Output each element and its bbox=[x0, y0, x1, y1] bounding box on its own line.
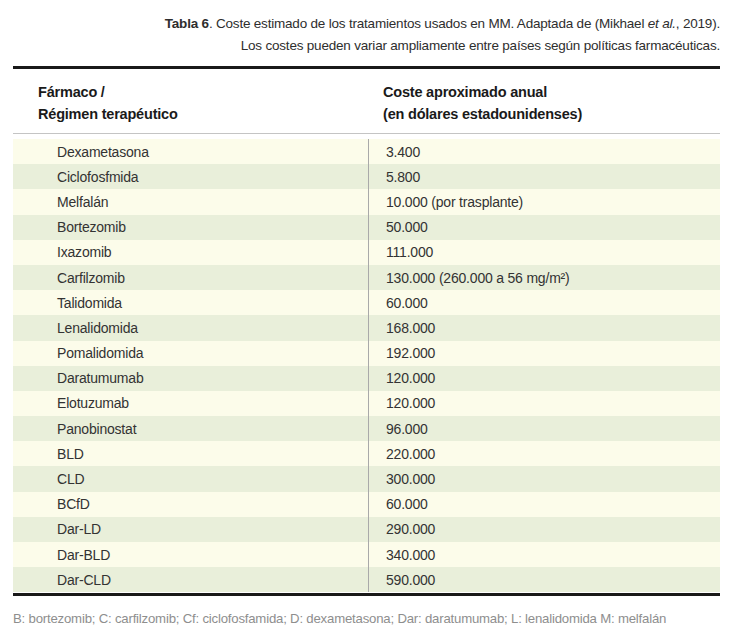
drug-cell: CLD bbox=[13, 471, 368, 487]
drug-cell: Daratumumab bbox=[13, 370, 368, 386]
drug-cell: Elotuzumab bbox=[13, 395, 368, 411]
cost-cell: 590.000 bbox=[368, 567, 720, 592]
table-bottom-rule bbox=[13, 593, 720, 596]
drug-cell: Dar-CLD bbox=[13, 572, 368, 588]
cost-cell: 340.000 bbox=[368, 542, 720, 567]
abbreviations-footnote: B: bortezomib; C: carfilzomib; Cf: ciclo… bbox=[13, 611, 720, 626]
document-page: Tabla 6. Coste estimado de los tratamien… bbox=[0, 0, 732, 642]
drug-cell: Dar-LD bbox=[13, 521, 368, 537]
table-header-row: Fármaco / Régimen terapéutico Coste apro… bbox=[13, 81, 720, 125]
table-row: Lenalidomida168.000 bbox=[13, 315, 720, 340]
drug-cell: Dexametasona bbox=[13, 144, 368, 160]
cost-cell: 3.400 bbox=[368, 139, 720, 164]
cost-cell: 300.000 bbox=[368, 466, 720, 491]
caption-et-al: et al. bbox=[648, 16, 676, 31]
drug-cell: Ixazomib bbox=[13, 244, 368, 260]
drug-cell: Bortezomib bbox=[13, 219, 368, 235]
table-top-rule bbox=[13, 66, 720, 69]
cost-cell: 130.000 (260.000 a 56 mg/m²) bbox=[368, 265, 720, 290]
table-row: Elotuzumab120.000 bbox=[13, 391, 720, 416]
table-row: Dar-LD290.000 bbox=[13, 517, 720, 542]
table-row: CLD300.000 bbox=[13, 466, 720, 491]
column-header-cost: Coste aproximado anual (en dólares estad… bbox=[368, 81, 720, 125]
cost-cell: 192.000 bbox=[368, 341, 720, 366]
cost-cell: 50.000 bbox=[368, 215, 720, 240]
cost-cell: 220.000 bbox=[368, 441, 720, 466]
drug-cell: Dar-BLD bbox=[13, 547, 368, 563]
table-row: Carfilzomib130.000 (260.000 a 56 mg/m²) bbox=[13, 265, 720, 290]
table-row: Dexametasona3.400 bbox=[13, 139, 720, 164]
cost-cell: 10.000 (por trasplante) bbox=[368, 189, 720, 214]
table-body: Dexametasona3.400Ciclofosfmida5.800Melfa… bbox=[13, 139, 720, 592]
table-row: Talidomida60.000 bbox=[13, 290, 720, 315]
drug-cell: Panobinostat bbox=[13, 421, 368, 437]
cost-cell: 290.000 bbox=[368, 517, 720, 542]
drug-cell: Ciclofosfmida bbox=[13, 169, 368, 185]
table-row: Ciclofosfmida5.800 bbox=[13, 164, 720, 189]
cost-cell: 5.800 bbox=[368, 164, 720, 189]
cost-cell: 120.000 bbox=[368, 391, 720, 416]
cost-cell: 60.000 bbox=[368, 492, 720, 517]
caption-table-number: Tabla 6 bbox=[165, 16, 209, 31]
table-row: Dar-BLD340.000 bbox=[13, 542, 720, 567]
caption-line-2: Los costes pueden variar ampliamente ent… bbox=[13, 35, 720, 57]
drug-cell: Melfalán bbox=[13, 194, 368, 210]
drug-cell: BLD bbox=[13, 446, 368, 462]
drug-cell: Carfilzomib bbox=[13, 270, 368, 286]
column-header-drug: Fármaco / Régimen terapéutico bbox=[13, 81, 368, 125]
cost-cell: 168.000 bbox=[368, 315, 720, 340]
table-row: BLD220.000 bbox=[13, 441, 720, 466]
cost-cell: 96.000 bbox=[368, 416, 720, 441]
header-divider-rule bbox=[13, 133, 720, 134]
table-row: BCfD60.000 bbox=[13, 492, 720, 517]
drug-cell: Talidomida bbox=[13, 295, 368, 311]
cost-cell: 60.000 bbox=[368, 290, 720, 315]
table-row: Ixazomib111.000 bbox=[13, 240, 720, 265]
drug-cell: Pomalidomida bbox=[13, 345, 368, 361]
table-row: Melfalán10.000 (por trasplante) bbox=[13, 189, 720, 214]
table-row: Daratumumab120.000 bbox=[13, 366, 720, 391]
drug-cell: Lenalidomida bbox=[13, 320, 368, 336]
cost-cell: 111.000 bbox=[368, 240, 720, 265]
table-row: Pomalidomida192.000 bbox=[13, 341, 720, 366]
caption-line-1: Tabla 6. Coste estimado de los tratamien… bbox=[13, 13, 720, 35]
cost-cell: 120.000 bbox=[368, 366, 720, 391]
table-row: Panobinostat96.000 bbox=[13, 416, 720, 441]
table-row: Dar-CLD590.000 bbox=[13, 567, 720, 592]
drug-cell: BCfD bbox=[13, 496, 368, 512]
table-row: Bortezomib50.000 bbox=[13, 215, 720, 240]
table-caption: Tabla 6. Coste estimado de los tratamien… bbox=[13, 13, 720, 57]
